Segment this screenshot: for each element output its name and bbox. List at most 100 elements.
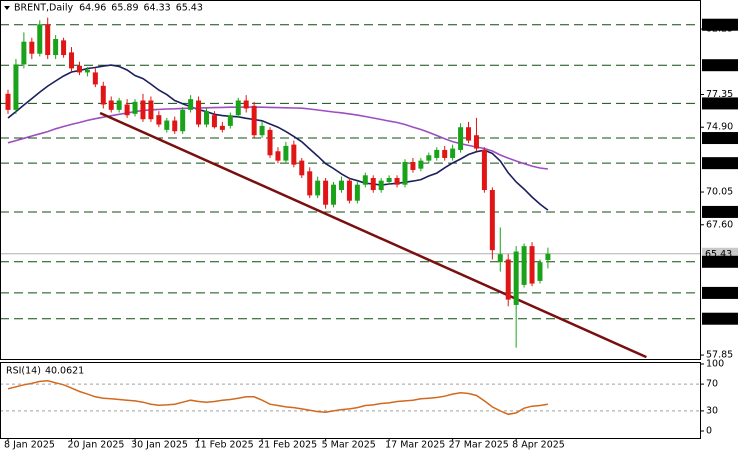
chart-title: BRENT,Daily bbox=[14, 3, 73, 14]
header-value: 64.96 bbox=[79, 3, 106, 14]
candle-body bbox=[442, 149, 448, 158]
candle-body bbox=[116, 100, 122, 110]
candle-body bbox=[331, 184, 337, 205]
level-label: 76.68 bbox=[705, 98, 732, 109]
x-tick-label: 30 Jan 2025 bbox=[131, 440, 188, 451]
candle-body bbox=[402, 161, 408, 185]
level-box bbox=[702, 312, 738, 325]
candle-body bbox=[386, 177, 392, 183]
candle-body bbox=[251, 105, 257, 136]
candle-body bbox=[275, 151, 281, 161]
moving-average bbox=[7, 106, 549, 170]
candle-body bbox=[92, 72, 98, 85]
level-box bbox=[702, 205, 738, 218]
level-box bbox=[702, 18, 738, 31]
candle-body bbox=[283, 145, 289, 161]
candle-body bbox=[323, 180, 329, 205]
candle-body bbox=[211, 115, 217, 128]
candle-body bbox=[529, 246, 535, 284]
candle-body bbox=[513, 251, 519, 305]
header-value: 64.33 bbox=[144, 3, 171, 14]
candle-body bbox=[172, 120, 178, 132]
level-label: 68.56 bbox=[705, 207, 732, 218]
candle-body bbox=[537, 262, 543, 281]
candle-body bbox=[545, 253, 551, 261]
candle-body bbox=[196, 100, 202, 125]
candle-body bbox=[61, 40, 67, 56]
candle-body bbox=[13, 64, 19, 110]
candle-body bbox=[5, 93, 11, 110]
candle-body bbox=[188, 99, 194, 110]
candle-body bbox=[100, 85, 106, 105]
candle-body bbox=[489, 190, 495, 251]
candle-body bbox=[124, 104, 130, 116]
level-box bbox=[702, 97, 738, 110]
candle-body bbox=[156, 115, 162, 125]
moving-average bbox=[7, 64, 549, 211]
rsi-panel bbox=[0, 362, 701, 439]
y-tick-label: 100 bbox=[706, 359, 724, 370]
candle-body bbox=[521, 246, 527, 285]
level-label: 60.57 bbox=[705, 314, 732, 325]
level-label: 74.09 bbox=[705, 133, 732, 144]
current-price-label: 65.43 bbox=[705, 249, 732, 260]
candle-body bbox=[505, 259, 511, 300]
x-tick-label: 5 Mar 2025 bbox=[322, 440, 376, 451]
candle-body bbox=[21, 41, 27, 65]
y-tick-label: 70.05 bbox=[706, 187, 733, 198]
candle-body bbox=[140, 100, 146, 120]
candle-body bbox=[259, 125, 265, 136]
candle-body bbox=[362, 175, 368, 185]
candle-body bbox=[307, 171, 313, 196]
rsi-plot bbox=[1, 380, 700, 416]
candle-body bbox=[164, 120, 170, 130]
candle-body bbox=[227, 115, 233, 126]
x-tick-label: 8 Jan 2025 bbox=[4, 440, 55, 451]
candle-body bbox=[204, 111, 209, 125]
candle-body bbox=[37, 24, 43, 54]
candle-body bbox=[53, 39, 59, 56]
candle-body bbox=[434, 149, 440, 158]
candle-body bbox=[473, 135, 479, 149]
candle-body bbox=[29, 41, 35, 54]
level-box bbox=[702, 157, 738, 170]
candle-body bbox=[291, 144, 297, 165]
x-tick-label: 20 Jan 2025 bbox=[68, 440, 125, 451]
candle-body bbox=[235, 100, 241, 116]
candle-body bbox=[458, 127, 464, 150]
rsi-value: 40.0621 bbox=[45, 366, 84, 377]
x-tick-label: 27 Mar 2025 bbox=[449, 440, 509, 451]
current-price-box bbox=[702, 247, 738, 260]
level-label: 64.83 bbox=[705, 257, 732, 268]
y-tick-label: 70 bbox=[706, 379, 718, 390]
candle-body bbox=[132, 101, 138, 114]
y-tick-label: 77.35 bbox=[706, 89, 733, 100]
candle-body bbox=[76, 65, 82, 73]
candle-body bbox=[243, 100, 249, 109]
candle-body bbox=[378, 180, 384, 191]
rsi-title: RSI(14) bbox=[6, 366, 41, 377]
header-value: 65.43 bbox=[176, 3, 203, 14]
level-label: 79.54 bbox=[705, 60, 732, 71]
rsi-line bbox=[7, 380, 549, 416]
candle-body bbox=[346, 180, 352, 201]
level-label: 72.21 bbox=[705, 158, 732, 169]
candle-body bbox=[148, 100, 154, 120]
candle-body bbox=[354, 184, 360, 201]
main-plot bbox=[1, 17, 700, 358]
candle-body bbox=[426, 155, 432, 161]
candle-body bbox=[481, 149, 487, 191]
menu-arrow bbox=[4, 6, 10, 10]
candle-body bbox=[315, 180, 321, 196]
candle-body bbox=[450, 148, 456, 158]
candle-body bbox=[180, 109, 186, 132]
candle-body bbox=[45, 24, 51, 56]
y-tick-label: 67.60 bbox=[706, 219, 733, 230]
candle-body bbox=[267, 129, 273, 156]
level-box bbox=[702, 132, 738, 145]
candle-body bbox=[108, 100, 114, 110]
main-panel bbox=[0, 0, 701, 360]
y-tick-label: 74.90 bbox=[706, 122, 733, 133]
